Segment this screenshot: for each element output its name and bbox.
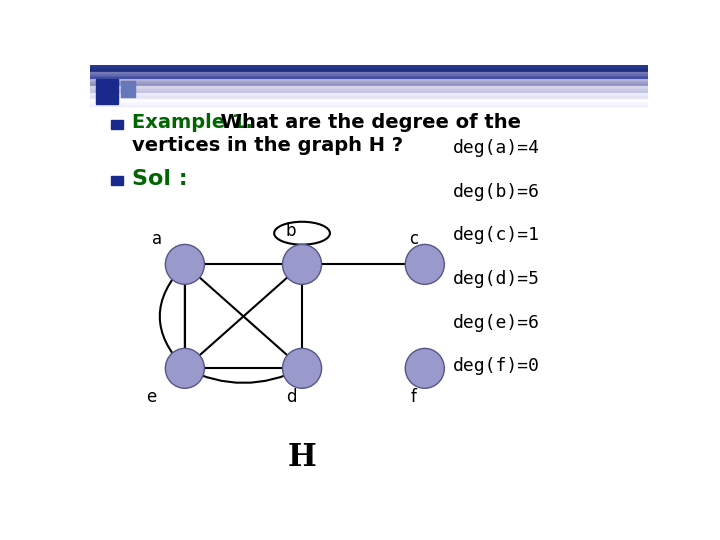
Bar (90, 66, 648, 68)
Bar (90, 87, 648, 89)
Bar (90, 89, 648, 90)
Bar (90, 77, 648, 79)
Bar (90, 73, 648, 75)
Bar (90, 105, 648, 106)
Bar (90, 99, 648, 101)
Bar (90, 80, 648, 82)
Text: f: f (410, 388, 417, 407)
Text: b: b (286, 222, 296, 240)
Bar (121, 80, 135, 97)
Text: vertices in the graph H ?: vertices in the graph H ? (132, 137, 403, 156)
Text: deg(e)=6: deg(e)=6 (453, 314, 540, 332)
Bar (90, 85, 648, 87)
Bar (90, 72, 648, 73)
Text: deg(d)=5: deg(d)=5 (453, 270, 540, 288)
Bar (90, 69, 648, 70)
Bar (90, 97, 648, 98)
Bar (90, 70, 648, 72)
Bar (90, 104, 648, 105)
Bar (90, 68, 648, 69)
Text: H: H (288, 442, 316, 473)
Bar (90, 102, 648, 104)
Bar (90, 83, 648, 84)
Ellipse shape (405, 245, 444, 285)
Bar (90, 84, 648, 85)
Text: e: e (146, 388, 156, 407)
Bar (96, 79, 118, 104)
Ellipse shape (166, 245, 204, 285)
Bar (90, 101, 648, 102)
Bar (111, 176, 124, 185)
Text: deg(f)=0: deg(f)=0 (453, 357, 540, 375)
Text: deg(c)=1: deg(c)=1 (453, 226, 540, 244)
Ellipse shape (282, 348, 322, 388)
Bar (90, 92, 648, 94)
Text: c: c (409, 231, 418, 248)
Bar (90, 98, 648, 99)
Text: deg(a)=4: deg(a)=4 (453, 139, 540, 157)
Ellipse shape (282, 245, 322, 285)
Bar (90, 75, 648, 76)
Bar (111, 120, 124, 129)
Text: d: d (286, 388, 296, 407)
Text: a: a (152, 231, 162, 248)
Ellipse shape (405, 348, 444, 388)
Bar (90, 65, 648, 66)
Bar (90, 95, 648, 97)
Bar (90, 90, 648, 91)
Bar (90, 82, 648, 83)
Text: Example 1.: Example 1. (132, 113, 253, 132)
Ellipse shape (166, 348, 204, 388)
Text: deg(b)=6: deg(b)=6 (453, 183, 540, 201)
Bar (90, 91, 648, 92)
Bar (90, 76, 648, 77)
Text: Sol :: Sol : (132, 168, 187, 188)
Bar (90, 79, 648, 80)
Bar (90, 94, 648, 95)
Text: What are the degree of the: What are the degree of the (207, 113, 521, 132)
